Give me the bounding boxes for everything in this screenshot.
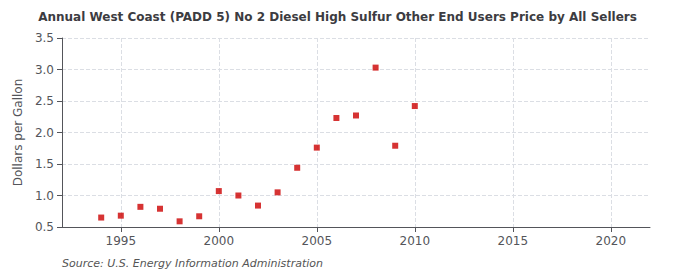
svg-text:Dollars per Gallon: Dollars per Gallon — [11, 79, 25, 187]
svg-text:2020: 2020 — [596, 234, 627, 248]
svg-text:2010: 2010 — [400, 234, 431, 248]
svg-text:2.5: 2.5 — [35, 94, 54, 108]
svg-text:2015: 2015 — [498, 234, 529, 248]
svg-text:2005: 2005 — [302, 234, 333, 248]
svg-text:1.5: 1.5 — [35, 157, 54, 171]
svg-text:3.5: 3.5 — [35, 31, 54, 45]
svg-text:2000: 2000 — [204, 234, 235, 248]
svg-text:1.0: 1.0 — [35, 189, 54, 203]
svg-text:Source: U.S. Energy Informatio: Source: U.S. Energy Information Administ… — [62, 257, 323, 270]
svg-text:2.0: 2.0 — [35, 126, 54, 140]
svg-text:3.0: 3.0 — [35, 63, 54, 77]
svg-text:0.5: 0.5 — [35, 220, 54, 234]
svg-text:Annual West Coast (PADD 5) No: Annual West Coast (PADD 5) No 2 Diesel H… — [38, 10, 637, 24]
svg-text:1995: 1995 — [106, 234, 137, 248]
